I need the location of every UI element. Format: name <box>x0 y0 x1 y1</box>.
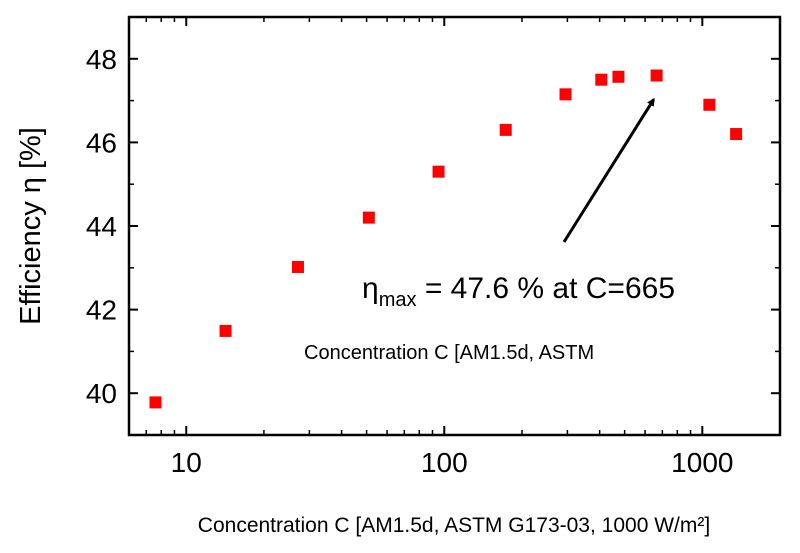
data-point <box>703 98 716 111</box>
data-point <box>432 165 445 178</box>
x-tick-label: 1000 <box>671 447 733 478</box>
x-tick-label: 100 <box>421 447 468 478</box>
x-axis-label: Concentration C [AM1.5d, ASTM G173-03, 1… <box>198 514 710 537</box>
data-point <box>650 69 663 82</box>
y-tick-label: 48 <box>86 44 117 75</box>
data-point <box>612 70 625 83</box>
data-point <box>595 73 608 86</box>
max-arrow <box>562 97 655 243</box>
max-value-text: = 47.6 % at C=665 <box>416 272 675 305</box>
data-point <box>499 123 512 136</box>
data-point <box>559 88 572 101</box>
y-tick-label: 44 <box>86 211 117 242</box>
x-tick-label: 10 <box>171 447 202 478</box>
data-point <box>291 260 304 273</box>
max-annotation: ηmax = 47.6 % at C=665 <box>362 272 675 311</box>
y-tick-label: 40 <box>86 378 117 409</box>
y-axis-label: Efficiency η [%] <box>15 127 47 325</box>
y-tick-label: 42 <box>86 295 117 326</box>
data-point <box>219 324 232 337</box>
data-point <box>362 211 375 224</box>
data-point <box>730 128 743 141</box>
plot-frame <box>127 15 782 437</box>
eta-symbol: η <box>362 272 379 305</box>
y-tick-label: 46 <box>86 127 117 158</box>
overlay-text: Concentration C [AM1.5d, ASTM <box>304 342 594 364</box>
data-point <box>149 396 162 409</box>
max-subscript: max <box>379 289 417 311</box>
